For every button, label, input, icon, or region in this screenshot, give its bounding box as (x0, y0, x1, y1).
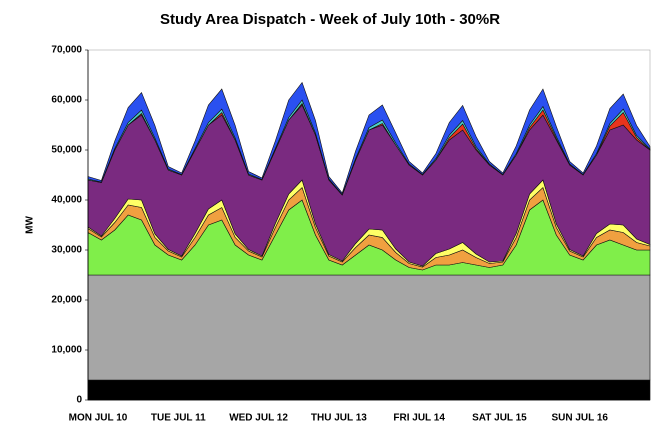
y-tick-label: 50,000 (51, 145, 82, 156)
y-axis-label: MW (25, 216, 36, 234)
x-tick-label: WED JUL 12 (229, 413, 288, 424)
area (87, 81, 651, 196)
y-tick-label: 10,000 (51, 345, 82, 356)
x-tick-label: THU JUL 13 (311, 413, 367, 424)
y-tick-label: 20,000 (51, 295, 82, 306)
area (87, 379, 651, 401)
area (87, 274, 651, 381)
x-tick-label: SAT JUL 15 (472, 413, 527, 424)
y-tick-label: 0 (76, 395, 82, 406)
y-tick-label: 60,000 (51, 95, 82, 106)
x-tick-label: TUE JUL 11 (151, 413, 206, 424)
y-tick-label: 70,000 (51, 45, 82, 56)
x-tick-label: FRI JUL 14 (393, 413, 445, 424)
x-tick-label: MON JUL 10 (69, 413, 128, 424)
y-tick-label: 30,000 (51, 245, 82, 256)
x-tick-label: SUN JUL 16 (551, 413, 608, 424)
chart-title: Study Area Dispatch - Week of July 10th … (160, 11, 500, 28)
y-tick-label: 40,000 (51, 195, 82, 206)
